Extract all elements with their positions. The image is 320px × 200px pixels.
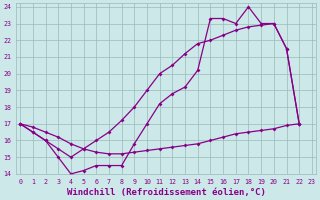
X-axis label: Windchill (Refroidissement éolien,°C): Windchill (Refroidissement éolien,°C) xyxy=(67,188,266,197)
